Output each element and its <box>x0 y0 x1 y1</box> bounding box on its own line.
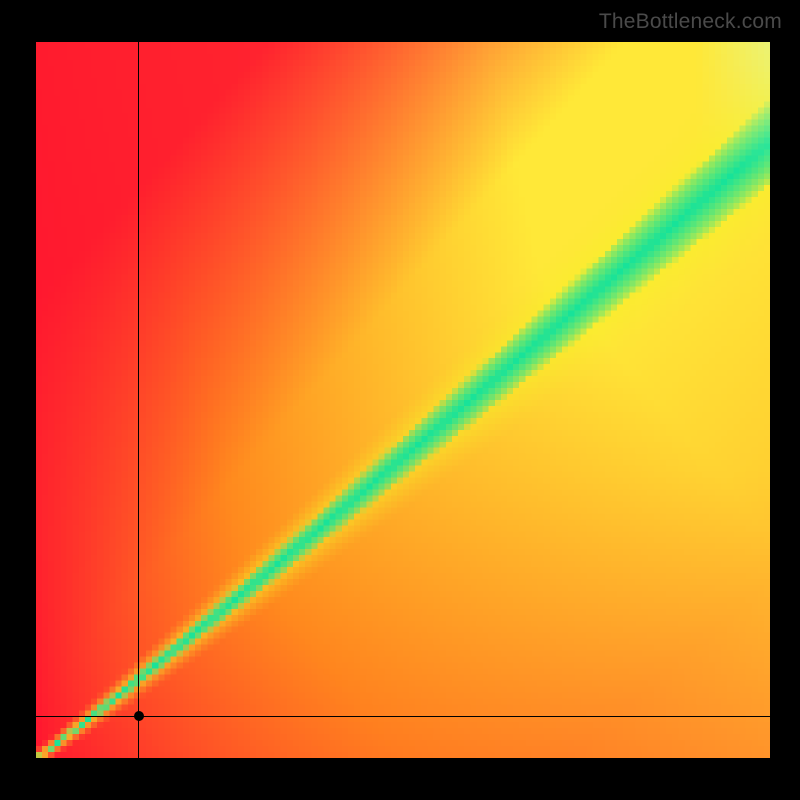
chart-container: TheBottleneck.com <box>0 0 800 800</box>
bottleneck-heatmap <box>36 42 770 758</box>
crosshair-horizontal <box>36 716 770 717</box>
watermark-text: TheBottleneck.com <box>599 10 782 34</box>
crosshair-vertical <box>138 42 139 758</box>
